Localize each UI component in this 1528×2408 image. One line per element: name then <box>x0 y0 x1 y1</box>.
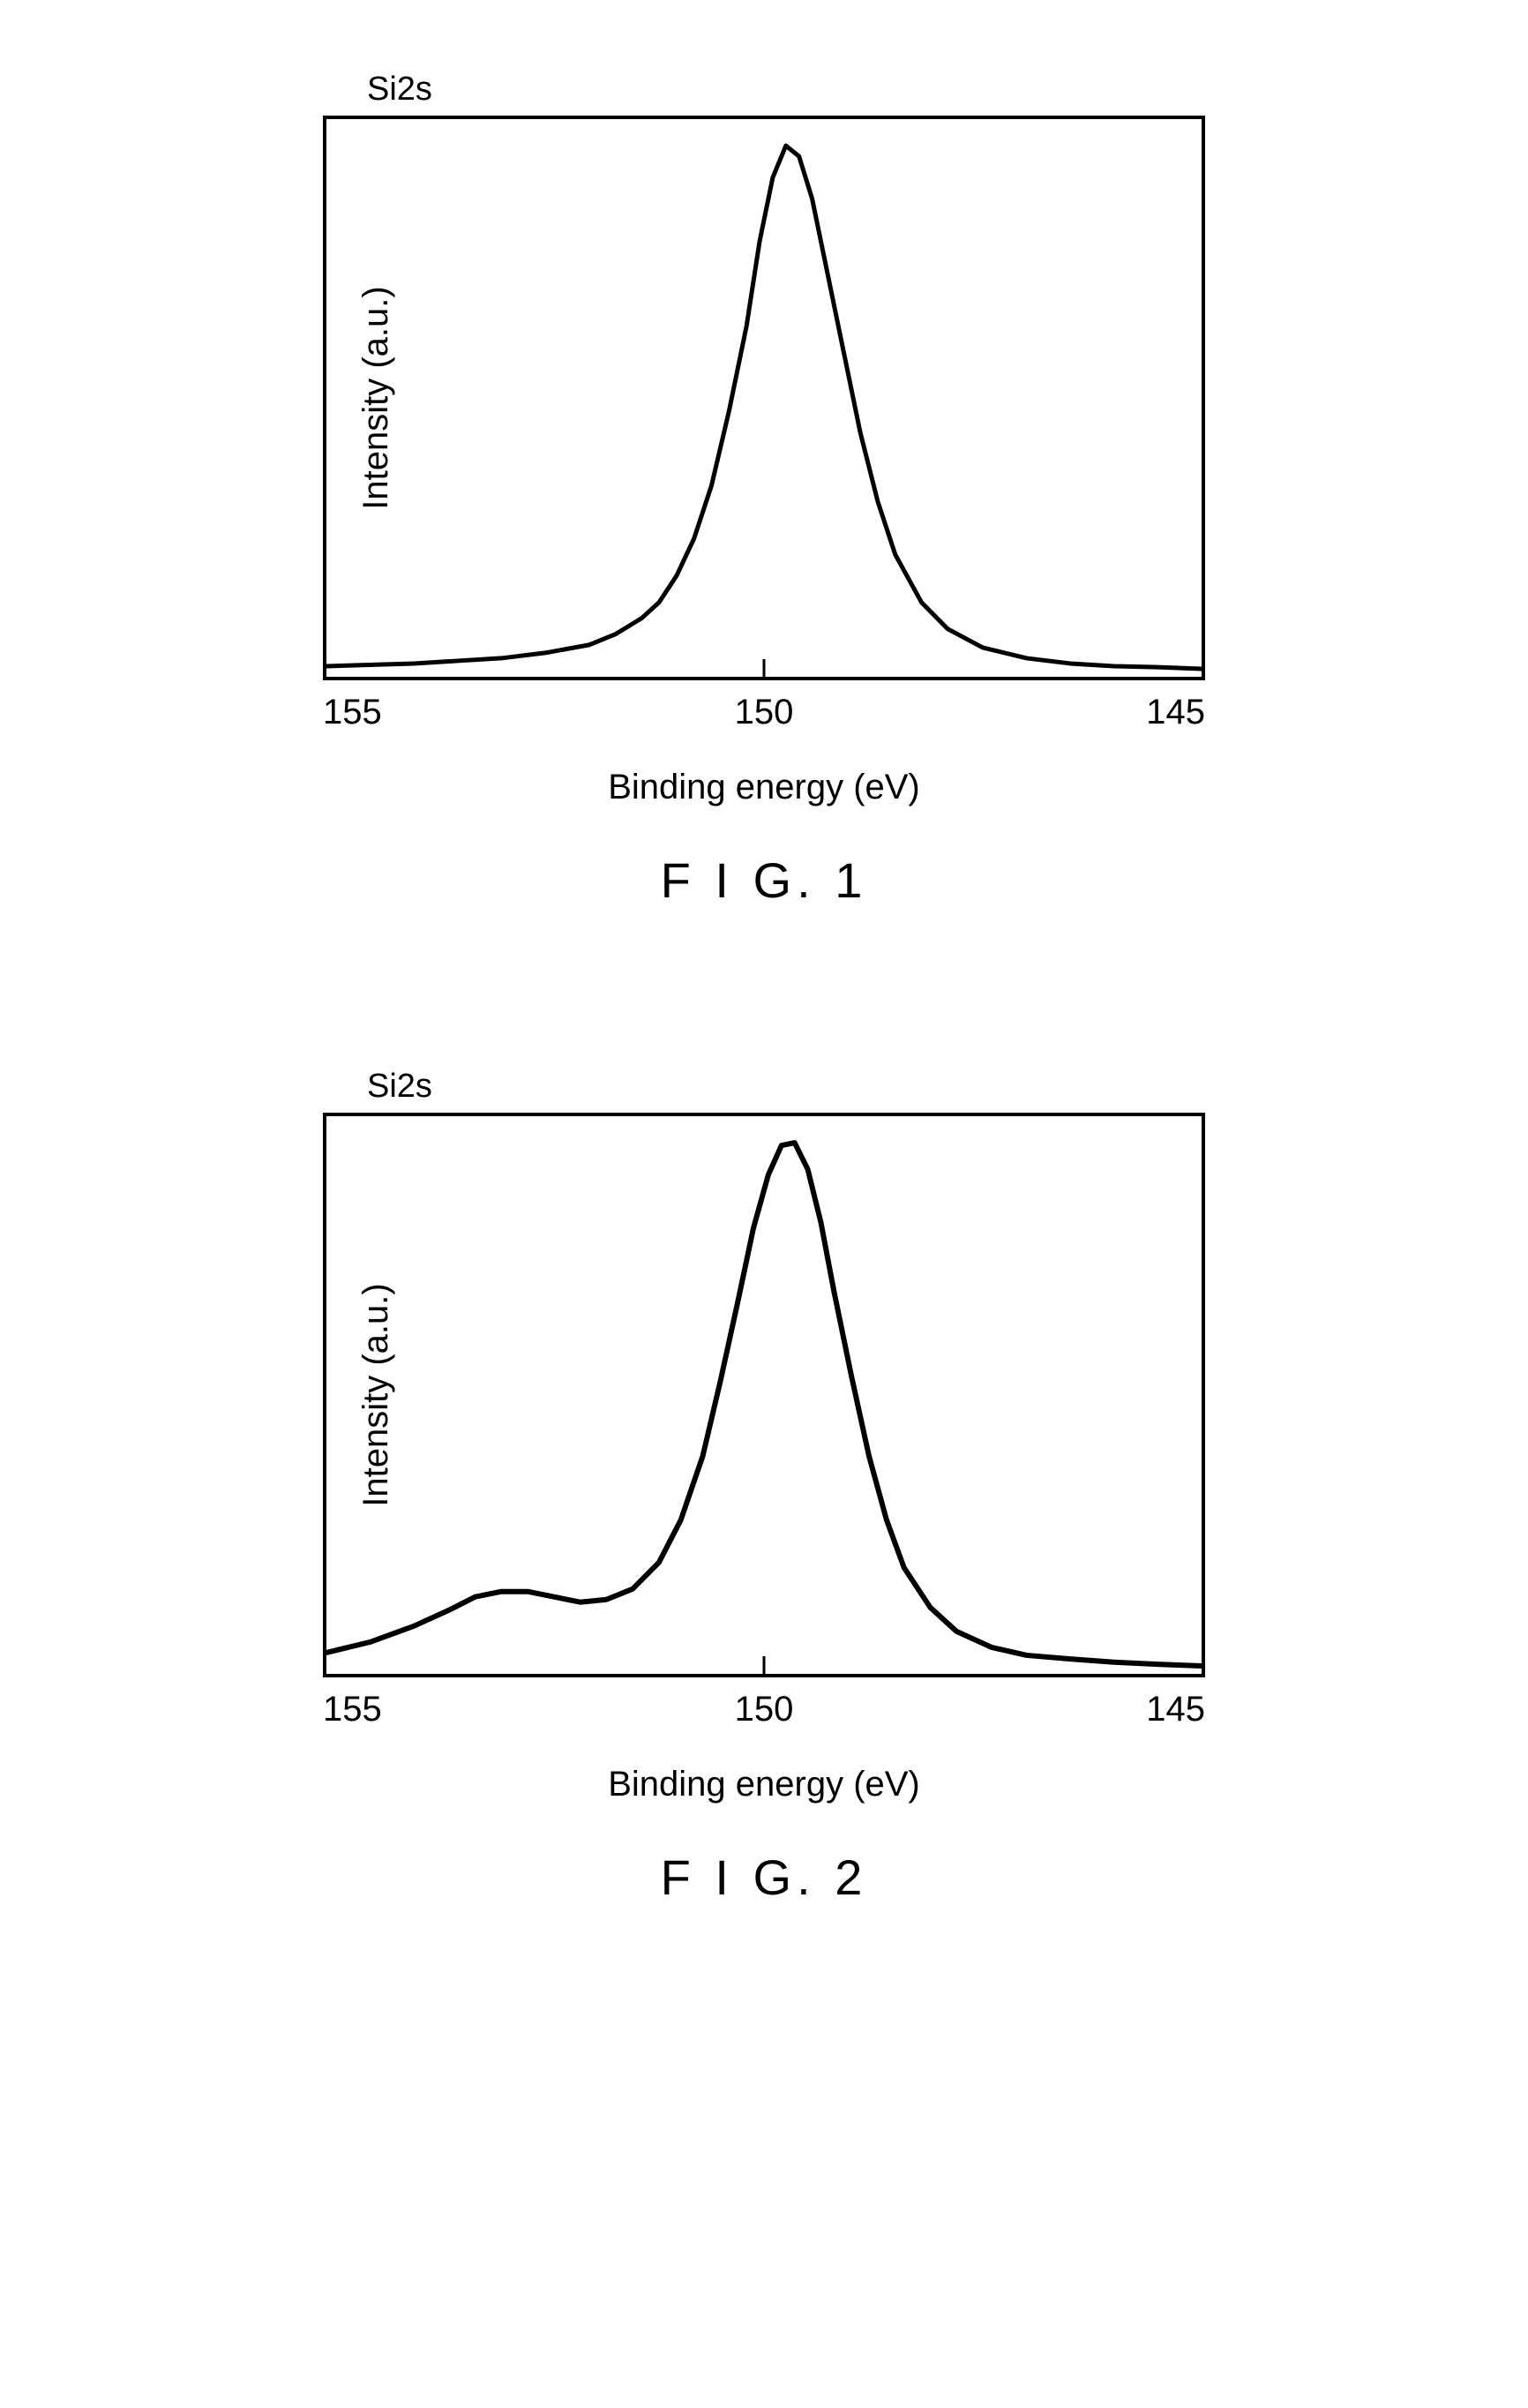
figure-2-plot-frame: Intensity (a.u.) <box>323 1113 1205 1677</box>
figure-1-xtick-145: 145 <box>1146 693 1205 732</box>
figure-1-spectrum-line <box>326 146 1202 669</box>
figure-1-x-tick-labels: 155 150 145 <box>323 693 1205 732</box>
figure-2-x-tick-labels: 155 150 145 <box>323 1690 1205 1729</box>
figure-gap <box>0 909 1528 1068</box>
figure-2-caption: F I G. 2 <box>661 1849 868 1906</box>
figure-1-xtick-155: 155 <box>323 693 382 732</box>
figure-1-x-axis-label: Binding energy (eV) <box>608 768 920 807</box>
figure-1-block: Si2s Intensity (a.u.) 155 150 145 Bindin… <box>0 71 1528 909</box>
page: Si2s Intensity (a.u.) 155 150 145 Bindin… <box>0 0 1528 2012</box>
figure-1-plot-svg <box>326 119 1202 677</box>
figure-2-spectrum-line <box>326 1143 1202 1666</box>
figure-1-panel-title: Si2s <box>367 71 1249 109</box>
figure-2-xtick-155: 155 <box>323 1690 382 1729</box>
figure-2-xtick-145: 145 <box>1146 1690 1205 1729</box>
figure-1-caption: F I G. 1 <box>661 851 868 909</box>
figure-2-panel-title: Si2s <box>367 1068 1249 1106</box>
figure-1-xtick-150: 150 <box>735 693 794 732</box>
figure-2-block: Si2s Intensity (a.u.) 155 150 145 Bindin… <box>0 1068 1528 1906</box>
figure-2-plot-svg <box>326 1116 1202 1674</box>
figure-1-plot-frame: Intensity (a.u.) <box>323 116 1205 680</box>
figure-2-x-axis-label: Binding energy (eV) <box>608 1765 920 1804</box>
figure-2-xtick-150: 150 <box>735 1690 794 1729</box>
